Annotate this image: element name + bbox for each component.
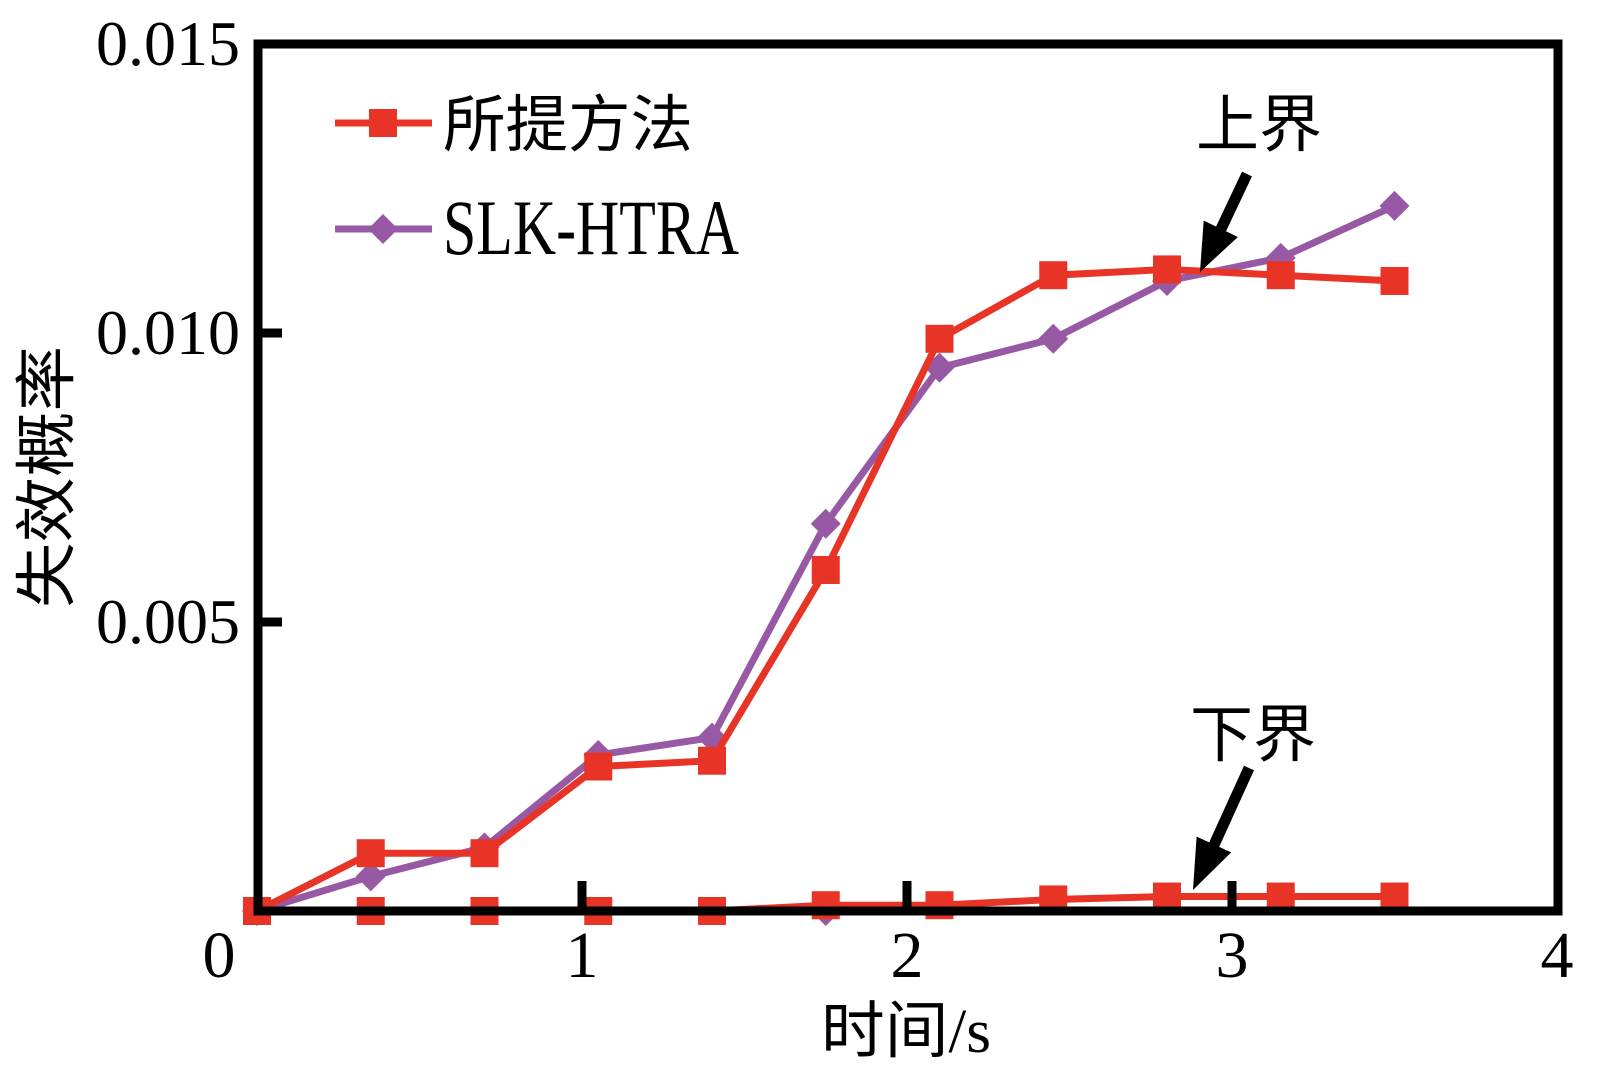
ticks-layer xyxy=(258,328,1237,911)
x-axis-tick-label: 4 xyxy=(1541,919,1574,992)
marker-proposed-upper xyxy=(1153,255,1181,284)
x-axis-tick-label: 2 xyxy=(891,919,924,992)
marker-slk-upper xyxy=(355,861,386,892)
marker-proposed-lower xyxy=(1380,882,1409,911)
marker-proposed-upper xyxy=(1266,261,1295,290)
marker-proposed-upper xyxy=(925,324,954,353)
x-axis-tick-label: 3 xyxy=(1216,919,1249,992)
y-axis-tick-label: 0.015 xyxy=(96,8,240,79)
legend-sample-marker xyxy=(368,214,398,244)
marker-proposed-upper xyxy=(584,752,613,781)
marker-proposed-upper xyxy=(356,839,385,868)
x-axis-tick-label: 0 xyxy=(203,919,236,992)
legend-sample-marker xyxy=(369,109,397,137)
tick-labels-layer: 0 1 2 3 4 0.005 0.010 0.015 xyxy=(96,8,1574,992)
x-axis-title: 时间/s xyxy=(821,998,991,1066)
y-axis-title: 失效概率 xyxy=(14,346,82,608)
marker-proposed-upper xyxy=(811,555,840,584)
marker-slk-upper xyxy=(810,508,841,539)
marker-slk-upper xyxy=(1038,323,1069,354)
legend-label-proposed: 所提方法 xyxy=(443,92,693,160)
marker-slk-upper xyxy=(1379,190,1410,221)
marker-proposed-lower xyxy=(1153,882,1181,911)
marker-proposed-upper xyxy=(470,839,499,868)
series-layer xyxy=(242,190,1410,926)
annotation-upper-bound: 上界 xyxy=(1196,92,1322,160)
y-axis-tick-label: 0.005 xyxy=(96,586,240,657)
marker-proposed-upper xyxy=(1380,266,1409,295)
marker-proposed-upper xyxy=(698,746,726,775)
marker-proposed-upper xyxy=(1039,261,1068,290)
y-axis-tick-label: 0.010 xyxy=(96,297,240,368)
upper-bound-arrow xyxy=(1200,171,1252,272)
marker-proposed-lower xyxy=(1266,882,1295,911)
x-axis-tick-label: 1 xyxy=(566,919,599,992)
legend xyxy=(335,109,432,244)
annotation-lower-bound: 下界 xyxy=(1190,702,1316,770)
legend-label-slk: SLK-HTRA xyxy=(443,184,739,271)
lower-bound-arrow xyxy=(1193,765,1255,890)
